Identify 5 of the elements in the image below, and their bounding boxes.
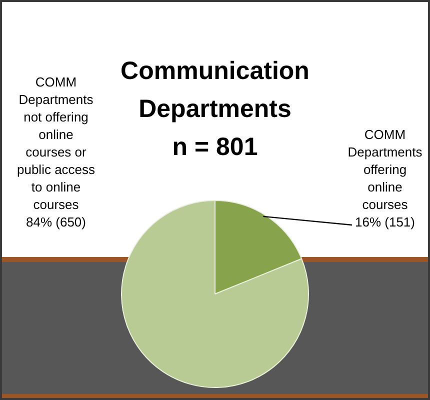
data-label: 16% (151) (355, 214, 415, 230)
slice-label: COMM Departments not offering online courses or public access to online courses (16, 74, 96, 212)
text: n = 801 (172, 132, 258, 161)
data-label: 84% (650) (26, 214, 86, 230)
slice-label: COMM Departments offering online courses (348, 127, 423, 212)
